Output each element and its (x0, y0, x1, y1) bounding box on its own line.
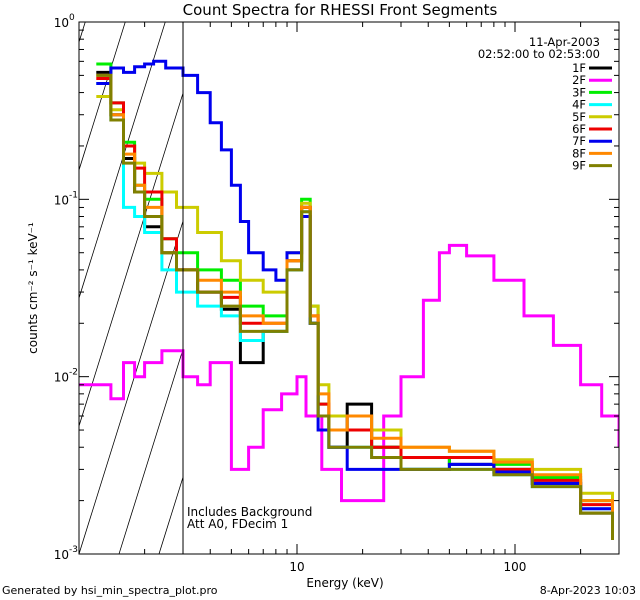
time-range-label: 02:52:00 to 02:53:00 (478, 47, 600, 61)
series-8F-line (96, 73, 614, 529)
legend-label-1F: 1F (572, 61, 586, 75)
hatch-line (199, 10, 369, 554)
date-label: 11-Apr-2003 (529, 35, 600, 49)
legend-label-8F: 8F (572, 146, 586, 160)
legend-label-3F: 3F (572, 85, 586, 99)
axis-ticks (78, 21, 620, 555)
hatch-line (118, 347, 184, 554)
annotation-attenuator: Att A0, FDecim 1 (187, 517, 288, 531)
y-tick-label-1: 10 0 (54, 13, 75, 30)
footer-timestamp: 8-Apr-2023 10:03 (539, 584, 636, 597)
series-layer (79, 59, 619, 540)
y-tick-base: 10 (54, 371, 69, 385)
hatch-line (79, 22, 166, 300)
y-tick-label-0.001: 10 -3 (54, 545, 78, 562)
series-6F-line (96, 77, 614, 529)
y-tick-exp: -1 (69, 190, 78, 200)
hatch-line (79, 22, 126, 172)
series-1F-line (96, 70, 614, 534)
y-tick-label-0.1: 10 -1 (54, 190, 78, 207)
hatch-line (399, 10, 569, 554)
series-9F-line (96, 73, 614, 540)
x-axis-label: Energy (keV) (306, 576, 383, 590)
series-3F-line (96, 62, 614, 523)
y-tick-exp: -2 (69, 368, 78, 378)
hatch-line (158, 475, 184, 554)
hatch-line (79, 22, 86, 44)
y-tick-base: 10 (54, 16, 69, 30)
hatch-line (79, 219, 184, 554)
chart-title: Count Spectra for RHESSI Front Segments (183, 1, 498, 19)
legend-label-2F: 2F (572, 73, 586, 87)
y-tick-base: 10 (54, 548, 69, 562)
hatch-line (79, 91, 184, 428)
legend-label-6F: 6F (572, 122, 586, 136)
series-5F-line (96, 95, 614, 518)
legend-label-5F: 5F (572, 110, 586, 124)
y-tick-exp: 0 (69, 13, 75, 23)
y-tick-exp: -3 (69, 545, 78, 555)
series-2F-line (79, 243, 619, 503)
legend-label-4F: 4F (572, 98, 586, 112)
series-4F-line (96, 82, 614, 534)
y-tick-label-0.01: 10 -2 (54, 368, 78, 385)
hatch-line (319, 10, 489, 554)
generated-by-label: Generated by hsi_min_spectra_plot.pro (2, 584, 218, 597)
hatched-region (0, 10, 569, 554)
y-axis-label: counts cm⁻² s⁻¹ keV⁻¹ (26, 222, 40, 354)
x-tick-label-10: 10 (289, 560, 304, 574)
x-tick-label-100: 100 (504, 560, 527, 574)
series-7F-line (96, 59, 614, 534)
hatch-line (279, 10, 449, 554)
hatch-line (0, 10, 9, 554)
legend-label-9F: 9F (572, 159, 586, 173)
hatch-line (0, 10, 49, 554)
plot-frame (78, 21, 620, 555)
y-tick-base: 10 (54, 193, 69, 207)
annotation-background: Includes Background (187, 505, 312, 519)
legend-label-7F: 7F (572, 134, 586, 148)
